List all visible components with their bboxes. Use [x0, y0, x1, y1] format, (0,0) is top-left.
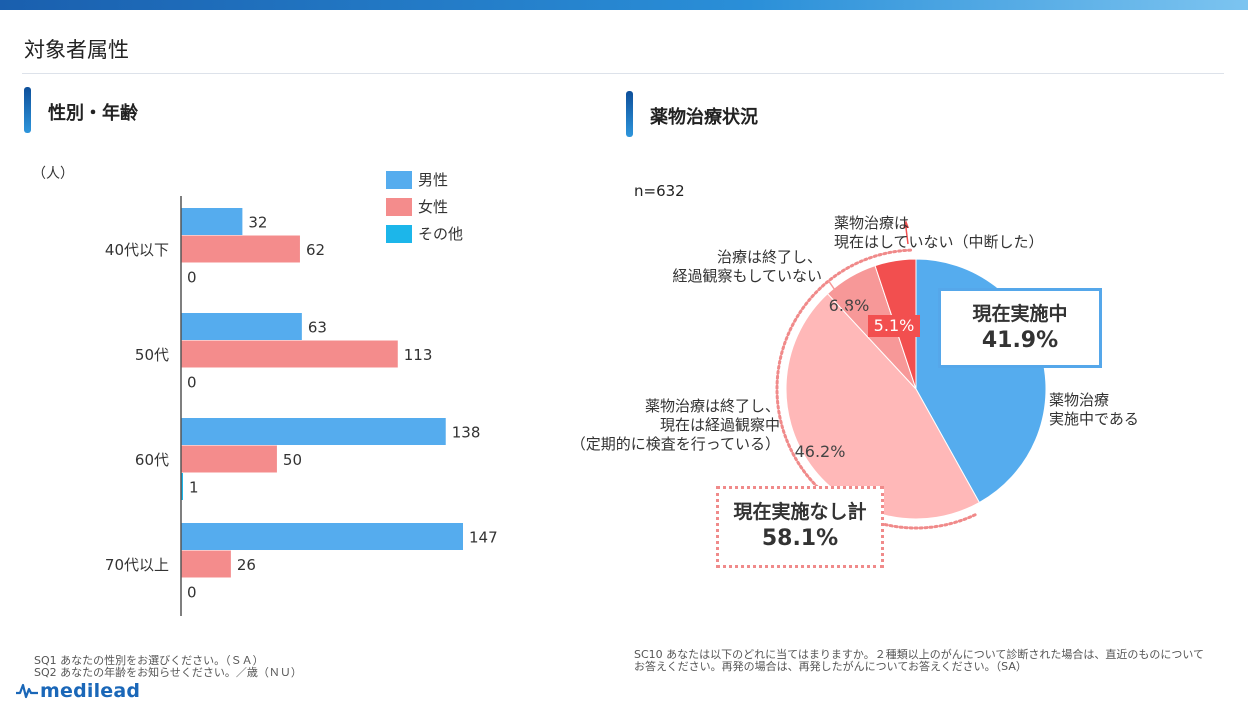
bar-value-label: 147: [469, 529, 498, 547]
sample-size-label: n=632: [634, 182, 685, 200]
bar-chart: 32 62 0 40代以下 63 113 0 50代 138 50 1 60代 147 26 0 70代以上: [105, 196, 498, 616]
callout-current-line2: 実施中である: [1049, 410, 1139, 428]
section-accent-right: [626, 91, 633, 137]
legend-swatch-female: [386, 197, 412, 216]
pie-slice-label: 5.1%: [874, 316, 915, 335]
category-label: 60代: [135, 451, 169, 469]
bar-0-0: [181, 208, 243, 235]
top-accent-bar: [0, 0, 1248, 10]
bar-value-label: 63: [308, 319, 327, 337]
bar-value-label: 62: [306, 241, 325, 259]
bar-value-label: 1: [189, 479, 199, 497]
unit-label: （人）: [32, 166, 74, 182]
pie-slice-1: [785, 292, 981, 520]
pie-label-bg: [868, 315, 920, 337]
category-label: 50代: [135, 346, 169, 364]
bar-1-1: [181, 340, 398, 368]
note-sc10-line2: お答えください。再発の場合は、再発したがんについてお答えください。（SA）: [634, 660, 1027, 673]
note-sq2: SQ2 あなたの年齢をお知らせください。／歳（ＮＵ）: [34, 666, 302, 679]
note-sq1: SQ1 あなたの性別をお選びください。（ＳＡ）: [34, 654, 264, 667]
callout-interrupted: 薬物治療は 現在はしていない（中断した）: [834, 214, 1044, 252]
bar-2-1: [181, 445, 277, 473]
leader-line-interrupted: [905, 227, 909, 245]
section-accent-left: [24, 87, 31, 133]
current-box-title: 現在実施中: [972, 303, 1068, 325]
logo-text: medilead: [40, 680, 141, 702]
group-bracket-arc: [775, 248, 977, 530]
bar-value-label: 26: [237, 556, 256, 574]
bar-3-0: [181, 523, 463, 550]
legend-item-male: 男性: [386, 166, 463, 193]
note-sc10-line1: SC10 あなたは以下のどれに当てはまりますか。２種類以上のがんについて診断され…: [634, 648, 1205, 661]
callout-observed-line2: 現在は経過観察中: [659, 416, 780, 434]
title-divider: [22, 73, 1224, 74]
bar-legend: 男性 女性 その他: [386, 166, 463, 247]
right-notes: SC10 あなたは以下のどれに当てはまりますか。２種類以上のがんについて診断され…: [634, 649, 1204, 673]
legend-item-female: 女性: [386, 193, 463, 220]
pulse-icon: [16, 683, 38, 699]
bar-1-0: [181, 313, 302, 340]
leader-marker: [903, 220, 909, 228]
callout-observed-line1: 薬物治療は終了し、: [644, 397, 780, 415]
bar-2-0: [181, 418, 446, 445]
bar-value-label: 0: [187, 374, 197, 392]
category-label: 70代以上: [105, 556, 169, 574]
callout-interrupted-line1: 薬物治療は: [834, 214, 910, 232]
bar-2-2: [181, 473, 183, 500]
leader-line-not-observed: [827, 279, 851, 313]
callout-observed: 薬物治療は終了し、 現在は経過観察中 （定期的に検査を行っている）: [560, 397, 780, 454]
none-box-title: 現在実施なし計: [733, 501, 867, 523]
callout-not-observed: 治療は終了し、 経過観察もしていない: [646, 248, 822, 286]
legend-swatch-male: [386, 170, 412, 189]
callout-not-observed-line1: 治療は終了し、: [716, 248, 822, 266]
legend-item-other: その他: [386, 220, 463, 247]
bar-3-1: [181, 550, 231, 578]
category-label: 40代以下: [105, 241, 169, 259]
callout-current: 薬物治療 実施中である: [1049, 391, 1139, 429]
none-box-value: 58.1%: [761, 526, 839, 551]
bar-value-label: 32: [248, 214, 267, 232]
bar-value-label: 50: [283, 451, 302, 469]
legend-label-male: 男性: [418, 171, 449, 189]
bar-value-label: 113: [404, 346, 433, 364]
callout-current-line1: 薬物治療: [1049, 391, 1110, 409]
bar-0-1: [181, 235, 300, 263]
medilead-logo: medilead: [16, 680, 140, 702]
page-title: 対象者属性: [24, 38, 129, 62]
callout-observed-line3: （定期的に検査を行っている）: [570, 435, 780, 453]
current-box-value: 41.9%: [981, 328, 1059, 353]
pie-slice-label: 46.2%: [795, 442, 846, 461]
pie-slice-label: 6.8%: [829, 296, 870, 315]
legend-label-female: 女性: [418, 198, 449, 216]
left-notes: SQ1 あなたの性別をお選びください。（ＳＡ） SQ2 あなたの年齢をお知らせく…: [34, 655, 302, 679]
section-title-drug-therapy: 薬物治療状況: [650, 107, 758, 128]
bar-value-label: 138: [452, 424, 481, 442]
none-total-box: 現在実施なし計 58.1%: [716, 486, 884, 568]
bar-value-label: 0: [187, 269, 197, 287]
callout-interrupted-line2: 現在はしていない（中断した）: [834, 233, 1044, 251]
current-total-box: 現在実施中 41.9%: [938, 288, 1102, 368]
legend-swatch-other: [386, 224, 412, 243]
legend-label-other: その他: [418, 225, 464, 243]
bar-value-label: 0: [187, 584, 197, 602]
callout-not-observed-line2: 経過観察もしていない: [672, 267, 822, 285]
section-title-gender-age: 性別・年齢: [48, 103, 138, 124]
